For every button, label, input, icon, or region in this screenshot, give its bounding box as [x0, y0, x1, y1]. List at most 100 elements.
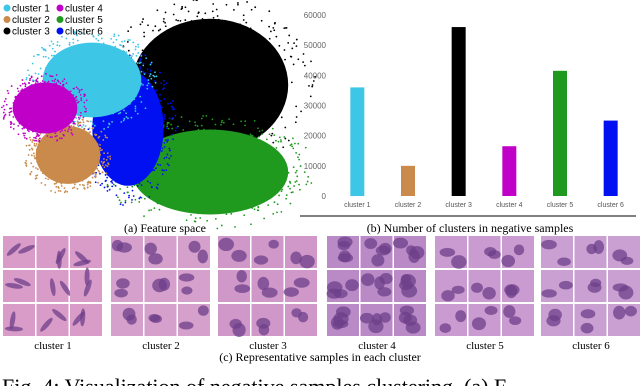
cluster-point — [156, 183, 159, 186]
cluster-point — [25, 78, 28, 81]
cluster-point — [102, 120, 105, 123]
cluster-point — [151, 186, 153, 189]
cluster-point — [78, 121, 81, 124]
cluster-point — [303, 64, 306, 67]
cluster-point — [249, 133, 252, 136]
sample-grid: cluster 1 cluster 2 cluster 3 cluster 4 clus… — [3, 236, 640, 352]
cluster-point — [23, 82, 26, 85]
cluster-point — [265, 147, 268, 149]
cluster-point — [53, 82, 55, 85]
cluster-point — [119, 44, 121, 46]
cluster-point — [34, 86, 37, 89]
cluster-point — [20, 89, 23, 92]
cluster-point — [163, 141, 166, 144]
cluster-point — [151, 85, 154, 88]
nucleus — [74, 251, 89, 264]
legend-label: cluster 2 — [12, 15, 50, 26]
cluster-point — [306, 180, 309, 183]
cluster-point — [177, 208, 180, 211]
cluster-point — [77, 129, 80, 132]
cluster-point — [211, 10, 214, 13]
cluster-point — [134, 181, 137, 184]
cluster-point — [271, 103, 274, 105]
cluster-point — [168, 147, 171, 150]
nucleus — [612, 283, 629, 292]
cluster-point — [75, 179, 78, 182]
cluster-point — [81, 110, 84, 113]
cluster-point — [122, 46, 125, 49]
cluster-point — [125, 100, 128, 103]
cluster-point — [17, 99, 19, 102]
nucleus — [406, 245, 417, 256]
cluster-point — [167, 102, 169, 105]
cluster-point — [81, 179, 84, 182]
nucleus — [72, 311, 85, 326]
cluster-point — [243, 214, 246, 216]
cluster-point — [124, 182, 126, 185]
cluster-point — [94, 176, 97, 179]
cluster-point — [192, 0, 195, 1]
cluster-point — [244, 120, 247, 123]
cluster-point — [278, 44, 281, 47]
cluster-point — [34, 137, 37, 139]
x-tick-label: cluster 5 — [547, 202, 574, 209]
cluster-point — [77, 116, 80, 119]
cluster-point — [163, 196, 165, 199]
legend-label: cluster 6 — [65, 27, 103, 38]
cluster-point — [32, 165, 35, 168]
cluster-point — [293, 42, 296, 45]
legend-swatch — [56, 4, 64, 12]
cluster-point — [119, 203, 122, 206]
cluster-point — [182, 129, 185, 131]
legend-label: cluster 1 — [12, 4, 50, 15]
cluster-point — [268, 37, 271, 40]
cluster-point — [168, 117, 171, 120]
cluster-point — [229, 28, 232, 31]
cluster-point — [18, 96, 20, 99]
legend-swatch — [3, 4, 11, 12]
cluster-point — [55, 83, 58, 85]
cluster-point — [78, 91, 81, 94]
cluster-point — [143, 31, 145, 34]
cluster-point — [99, 143, 101, 146]
cluster-point — [91, 176, 94, 179]
cluster-point — [64, 127, 67, 130]
cluster-point — [32, 152, 35, 155]
cluster-point — [267, 204, 270, 206]
cluster-point — [142, 71, 145, 73]
nucleus — [488, 250, 501, 259]
cluster-point — [48, 135, 50, 138]
cluster-point — [24, 92, 27, 95]
cluster-point — [108, 188, 111, 191]
cluster-point — [8, 114, 11, 116]
cluster-point — [107, 156, 109, 158]
cluster-point — [14, 99, 17, 102]
cluster-point — [119, 188, 121, 190]
cluster-point — [128, 194, 131, 197]
cluster-point — [126, 186, 129, 189]
cluster-point — [171, 106, 174, 109]
cluster-point — [100, 160, 103, 163]
cluster-point — [60, 182, 63, 185]
nucleus — [257, 276, 270, 291]
cluster-point — [143, 168, 145, 170]
cluster-point — [64, 93, 67, 95]
cluster-point — [35, 135, 38, 138]
cluster-point — [246, 1, 248, 3]
cluster-point — [52, 43, 55, 45]
cluster-point — [298, 158, 301, 161]
panel-c-caption: (c) Representative samples in each clust… — [219, 350, 421, 364]
cluster-point — [209, 28, 212, 31]
figure-caption: Fig. 4: Visualization of negative sample… — [2, 374, 506, 386]
cluster-point — [144, 54, 147, 57]
cluster-point — [42, 48, 45, 50]
cluster-point — [263, 196, 265, 199]
cluster-point — [18, 113, 21, 116]
cluster-point — [70, 115, 73, 118]
cluster-point — [72, 87, 75, 90]
cluster-point — [237, 2, 239, 4]
cluster-point — [253, 208, 256, 211]
cluster-point — [276, 203, 279, 206]
nucleus — [337, 253, 354, 263]
